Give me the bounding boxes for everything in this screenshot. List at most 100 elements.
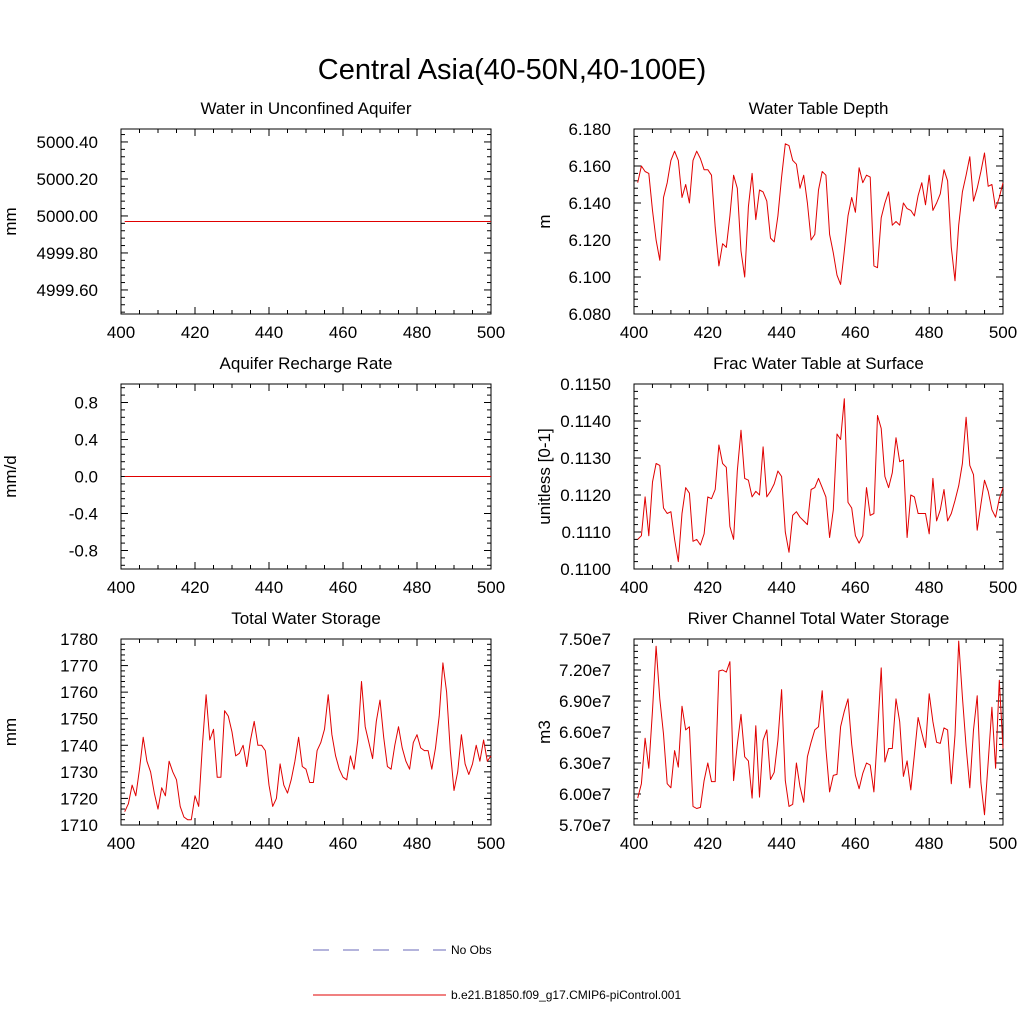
x-tick-label: 440 [767,323,795,342]
x-tick-label: 460 [841,578,869,597]
y-axis-label: m [535,214,554,228]
x-tick-label: 440 [767,834,795,853]
x-tick-label: 480 [915,578,943,597]
y-tick-label: 6.30e7 [559,754,611,773]
x-tick-label: 500 [477,834,505,853]
y-tick-label: 0.1120 [560,486,611,505]
y-tick-label: 7.20e7 [559,661,611,680]
x-tick-label: 500 [477,323,505,342]
x-tick-label: 400 [620,834,648,853]
y-tick-label: -0.4 [69,505,98,524]
x-tick-label: 420 [694,834,722,853]
x-tick-label: 500 [477,578,505,597]
y-tick-label: 6.100 [568,268,611,287]
y-tick-label: 1760 [60,683,98,702]
y-axis-label: m3 [535,720,554,744]
y-tick-label: 7.50e7 [559,630,611,649]
panel-6: 400 420 440 460 480 500 5.70e7 6.00e7 6.30e7 6.60… [535,609,1017,853]
y-tick-label: 4999.80 [37,244,98,263]
plot-frame [633,383,1004,570]
x-tick-label: 420 [181,578,209,597]
y-tick-label: 4999.60 [37,281,98,300]
y-tick-label: 6.90e7 [559,692,611,711]
panel-title: River Channel Total Water Storage [688,609,950,628]
y-tick-label: 1770 [60,657,98,676]
x-tick-label: 440 [767,578,795,597]
x-tick-label: 400 [620,578,648,597]
legend-label-model: b.e21.B1850.f09_g17.CMIP6-piControl.001 [451,988,681,1002]
panels: 400 420 440 460 480 500 4999.60 4999.80 5000.00 5… [1,99,1017,853]
x-tick-label: 480 [403,834,431,853]
legend-label-no-obs: No Obs [451,943,492,957]
x-tick-label: 420 [694,323,722,342]
y-tick-label: 0.1100 [560,560,611,579]
x-tick-label: 500 [989,578,1017,597]
x-tick-label: 460 [329,834,357,853]
y-tick-label: 0.8 [74,394,98,413]
panel-title: Aquifer Recharge Rate [220,354,393,373]
y-tick-label: 6.080 [568,305,611,324]
x-tick-label: 400 [620,323,648,342]
panel-3: 400 420 440 460 480 500 -0.8 -0.4 0.0 0.4 0.8 Aquif… [1,354,505,597]
panel-title: Frac Water Table at Surface [713,354,924,373]
panel-5: 400 420 440 460 480 500 1710 1720 1730 1740 1750 17… [1,609,505,853]
x-tick-label: 460 [841,323,869,342]
x-tick-label: 500 [989,323,1017,342]
x-tick-label: 460 [329,578,357,597]
y-tick-label: 1780 [60,630,98,649]
y-tick-label: 1740 [60,736,98,755]
y-tick-label: 6.120 [568,231,611,250]
legend: No Obs b.e21.B1850.f09_g17.CMIP6-piContr… [313,943,681,1002]
x-tick-label: 400 [107,578,135,597]
plot-frame [633,128,1004,315]
x-tick-label: 480 [915,834,943,853]
x-tick-label: 440 [255,323,283,342]
panel-4: 400 420 440 460 480 500 0.1100 0.1110 0.1120 0.11… [535,354,1017,597]
x-tick-label: 480 [403,578,431,597]
x-tick-label: 480 [403,323,431,342]
y-axis-label: mm [1,207,20,235]
x-tick-label: 440 [255,578,283,597]
y-tick-label: 6.180 [568,120,611,139]
panel-title: Total Water Storage [231,609,381,628]
y-tick-label: 0.4 [74,431,98,450]
y-tick-label: 5.70e7 [559,816,611,835]
y-tick-label: 6.140 [568,194,611,213]
plot-frame [120,638,492,826]
x-tick-label: 400 [107,834,135,853]
y-tick-label: 0.1140 [560,412,611,431]
y-tick-label: 1720 [60,789,98,808]
x-tick-label: 460 [329,323,357,342]
x-tick-label: 420 [694,578,722,597]
y-axis-label: mm [1,718,20,746]
x-tick-label: 500 [989,834,1017,853]
x-tick-label: 400 [107,323,135,342]
y-tick-label: 5000.00 [37,207,98,226]
x-tick-label: 460 [841,834,869,853]
panel-1: 400 420 440 460 480 500 4999.60 4999.80 5000.00 5… [1,99,505,342]
x-tick-label: 420 [181,834,209,853]
y-tick-label: 1710 [60,816,98,835]
y-tick-label: 6.60e7 [559,723,611,742]
y-axis-label: unitless [0-1] [535,428,554,524]
y-tick-label: -0.8 [69,542,98,561]
x-tick-label: 480 [915,323,943,342]
y-tick-label: 1750 [60,710,98,729]
y-tick-label: 6.160 [568,157,611,176]
y-tick-label: 0.0 [74,468,98,487]
y-tick-label: 1730 [60,763,98,782]
figure-title: Central Asia(40-50N,40-100E) [318,54,706,86]
y-tick-label: 0.1150 [560,375,611,394]
series-line [637,640,1004,816]
x-tick-label: 420 [181,323,209,342]
panel-title: Water Table Depth [749,99,889,118]
y-tick-label: 0.1110 [562,523,611,542]
series-line [637,398,1004,563]
panel-2: 400 420 440 460 480 500 6.080 6.100 6.120 6.140 6.… [535,99,1017,342]
series-line [124,662,492,821]
x-tick-label: 440 [255,834,283,853]
y-tick-label: 5000.40 [37,133,98,152]
series-line [637,143,1004,285]
y-tick-label: 0.1130 [560,449,611,468]
panel-title: Water in Unconfined Aquifer [200,99,411,118]
